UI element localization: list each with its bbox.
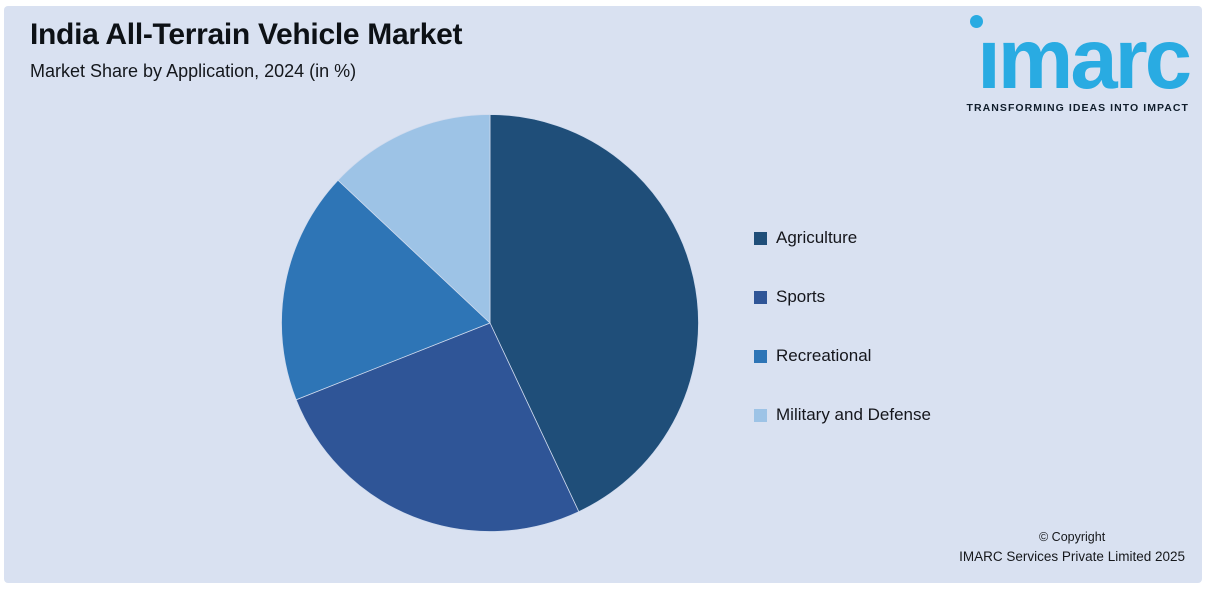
legend-marker xyxy=(754,290,767,304)
legend-marker xyxy=(754,349,767,363)
copyright-line1: © Copyright xyxy=(1038,530,1106,544)
pie-slice-agriculture xyxy=(489,114,699,513)
logo-tagline: TRANSFORMING IDEAS INTO IMPACT xyxy=(966,101,1189,114)
chart-subtitle: Market Share by Application, 2024 (in %) xyxy=(30,61,357,81)
chart-title: India All-Terrain Vehicle Market xyxy=(30,18,463,51)
copyright-line2: IMARC Services Private Limited 2025 xyxy=(959,549,1185,564)
legend-item-recreational: Recreational xyxy=(754,345,931,367)
legend-item-agriculture: Agriculture xyxy=(754,227,931,249)
legend-item-sports: Sports xyxy=(754,286,931,308)
legend-item-military-and-defense: Military and Defense xyxy=(754,404,931,426)
legend-marker xyxy=(754,231,767,245)
logo-i-dot-icon xyxy=(969,15,983,28)
chart-legend: Agriculture Sports Recreational Military… xyxy=(754,227,931,463)
legend-label: Sports xyxy=(776,287,826,306)
pie-slice-military-and-defense xyxy=(337,114,491,324)
legend-marker xyxy=(754,408,767,422)
legend-label: Military and Defense xyxy=(776,405,931,424)
pie-slice-recreational xyxy=(281,179,491,401)
legend-label: Recreational xyxy=(776,346,872,365)
pie-chart-svg xyxy=(281,114,699,532)
logo-wordmark: ımarc xyxy=(977,12,1192,107)
pie-chart xyxy=(281,114,699,532)
copyright: © Copyright IMARC Services Private Limit… xyxy=(959,528,1185,566)
legend-label: Agriculture xyxy=(776,228,858,247)
imarc-logo: ımarc TRANSFORMING IDEAS INTO IMPACT xyxy=(966,12,1192,114)
pie-slice-sports xyxy=(295,322,580,532)
